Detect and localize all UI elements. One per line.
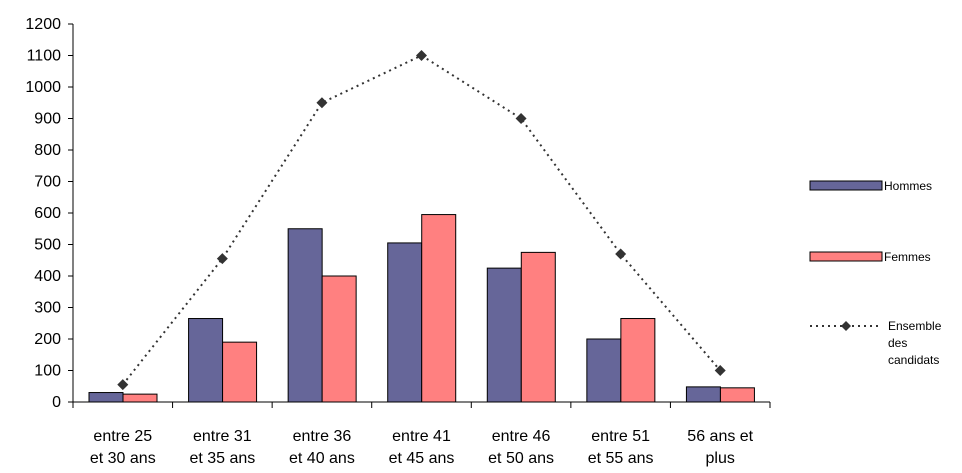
x-tick-label: entre 41 et 45 ans xyxy=(389,428,455,467)
x-tick-label: entre 25 et 30 ans xyxy=(90,428,156,467)
legend-swatch-hommes xyxy=(809,180,883,191)
y-tick-label: 300 xyxy=(34,300,61,317)
x-tick-label: entre 46 et 50 ans xyxy=(488,428,554,467)
x-tick-label: 56 ans et plus xyxy=(687,428,753,467)
axes: 0 100 200 300 400 500 600 700 800 900 1000 1100 1200… xyxy=(25,16,771,467)
x-tick-label-line: entre 46 xyxy=(492,428,551,445)
y-tick-label: 1000 xyxy=(25,79,61,96)
y-tick-label: 1200 xyxy=(25,16,61,33)
series-point-ensemble xyxy=(714,365,726,376)
bar-femmes xyxy=(421,214,457,403)
series-point-ensemble xyxy=(615,248,627,260)
x-tick-label: entre 36 et 40 ans xyxy=(289,428,355,467)
bar-femmes xyxy=(719,387,755,403)
series-point-ensemble xyxy=(416,50,427,61)
y-tick-label: 1100 xyxy=(27,48,62,65)
x-tick-label-line: et 35 ans xyxy=(189,450,255,467)
bar-hommes xyxy=(188,318,224,403)
series-point-ensemble xyxy=(316,97,328,109)
legend-marker-ensemble xyxy=(841,321,851,331)
y-tick-label: 800 xyxy=(34,142,61,159)
bar-femmes xyxy=(321,275,357,403)
y-tick-label: 900 xyxy=(34,111,61,128)
bar-hommes xyxy=(88,392,124,403)
x-tick-label-line: et 55 ans xyxy=(588,450,654,467)
bar-femmes xyxy=(122,393,158,403)
bar-hommes xyxy=(287,228,323,403)
legend-label-ensemble-line: Ensemble xyxy=(888,319,942,333)
x-tick-label-line: entre 36 xyxy=(293,428,352,445)
x-tick-label-line: entre 25 xyxy=(93,428,152,445)
bar-femmes xyxy=(222,341,258,403)
series-point-ensemble xyxy=(117,379,129,391)
x-tick-label-line: entre 31 xyxy=(193,428,252,445)
x-tick-label-line: et 40 ans xyxy=(289,450,355,467)
bar-femmes xyxy=(520,251,556,403)
x-tick-label-line: entre 51 xyxy=(591,428,650,445)
legend-label-ensemble-line: des xyxy=(888,336,907,350)
series-point-ensemble xyxy=(216,253,228,265)
series-point-ensemble xyxy=(515,113,527,124)
bars xyxy=(88,214,755,403)
y-tick-label: 100 xyxy=(34,363,61,380)
legend: Hommes Femmes Ensemble des candidats xyxy=(809,179,942,367)
legend-label-femmes: Femmes xyxy=(884,250,931,264)
bar-femmes xyxy=(620,318,656,403)
y-tick-label: 700 xyxy=(34,174,61,191)
x-tick-label-line: entre 41 xyxy=(392,428,451,445)
x-tick-label: entre 51 et 55 ans xyxy=(588,428,654,467)
x-tick-label-line: 56 ans et xyxy=(687,428,753,445)
y-tick-label: 600 xyxy=(34,205,61,222)
legend-label-ensemble: Ensemble des candidats xyxy=(888,319,942,367)
x-tick-label-line: plus xyxy=(706,450,735,467)
bar-hommes xyxy=(486,267,522,403)
x-tick-label: entre 31 et 35 ans xyxy=(189,428,255,467)
legend-label-hommes: Hommes xyxy=(884,179,932,193)
x-tick-label-line: et 45 ans xyxy=(389,450,455,467)
bar-hommes xyxy=(387,242,423,403)
y-tick-label: 200 xyxy=(34,331,61,348)
bar-hommes xyxy=(685,386,721,403)
line-series xyxy=(117,50,726,391)
x-tick-label-line: et 30 ans xyxy=(90,450,156,467)
legend-label-ensemble-line: candidats xyxy=(888,353,939,367)
y-tick-label: 0 xyxy=(52,394,61,411)
legend-swatch-femmes xyxy=(809,251,883,262)
y-tick-label: 500 xyxy=(34,237,61,254)
y-tick-label: 400 xyxy=(34,268,61,285)
x-tick-label-line: et 50 ans xyxy=(488,450,554,467)
bar-hommes xyxy=(586,338,622,403)
